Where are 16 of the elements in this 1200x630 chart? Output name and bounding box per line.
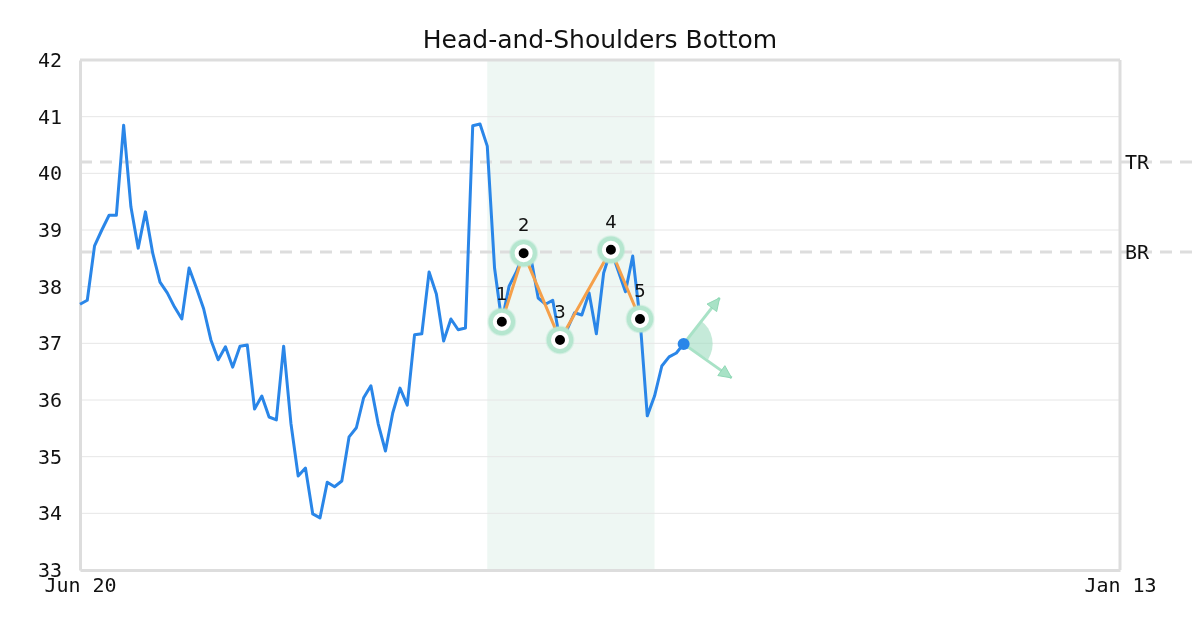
y-tick-label: 42 bbox=[37, 47, 62, 72]
y-tick-label: 40 bbox=[37, 161, 62, 186]
y-tick-label: 38 bbox=[37, 274, 62, 299]
y-tick-label: 39 bbox=[37, 217, 62, 242]
y-tick-label: 34 bbox=[37, 501, 62, 526]
chart-title: Head-and-Shoulders Bottom bbox=[422, 25, 778, 54]
x-tick-label: Jan 13 bbox=[1084, 573, 1157, 598]
ref-line-label: BR bbox=[1125, 240, 1151, 265]
annotation: 4 bbox=[605, 210, 617, 232]
annotation: 2 bbox=[517, 214, 530, 236]
ref-line-label: TR bbox=[1125, 150, 1151, 174]
y-tick-label: 41 bbox=[37, 104, 62, 129]
point bbox=[677, 337, 690, 350]
y-tick-label: 35 bbox=[37, 444, 62, 469]
y-tick-label: 36 bbox=[37, 387, 62, 412]
y-tick-label: 37 bbox=[37, 331, 62, 356]
